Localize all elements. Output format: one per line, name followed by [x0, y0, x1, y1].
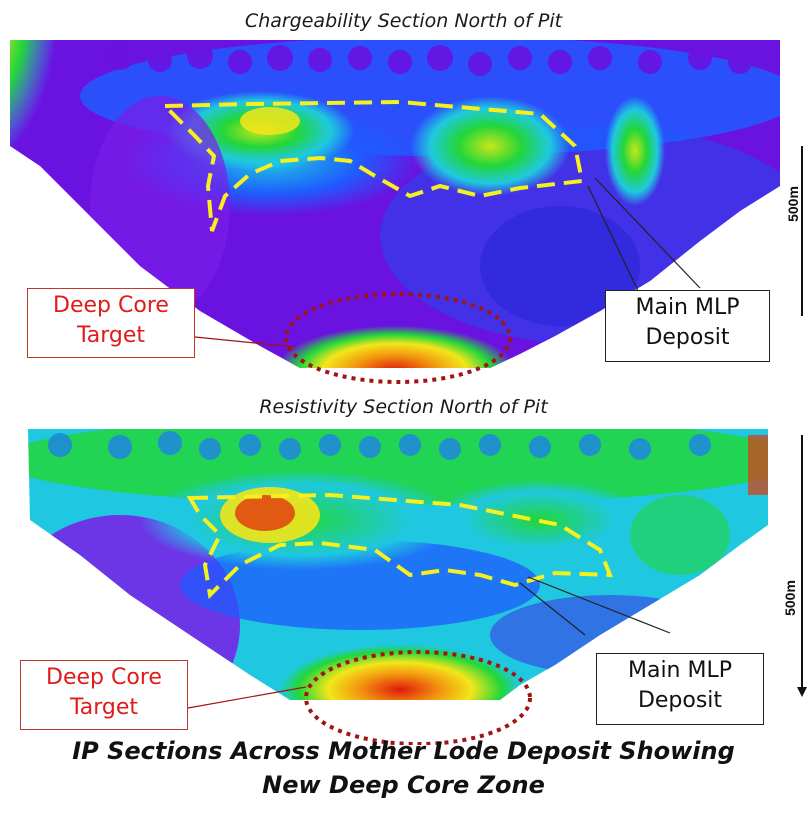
deposit-leader-line-2 — [594, 177, 701, 289]
deep-core-target-label: Deep Core Target — [27, 288, 195, 358]
deposit-leader-line-1 — [519, 582, 586, 636]
deposit-outline — [160, 99, 585, 232]
main-mlp-deposit-label: Main MLP Deposit — [596, 653, 764, 725]
figure-caption: IP Sections Across Mother Lode Deposit S… — [0, 734, 807, 802]
chargeability-section-title: Chargeability Section North of Pit — [244, 10, 563, 32]
target-leader-line — [187, 686, 307, 709]
resistivity-section-plot — [28, 429, 807, 745]
target-leader-line — [194, 336, 296, 348]
resistivity-section-title: Resistivity Section North of Pit — [259, 396, 548, 418]
scale-label: 500m — [784, 186, 801, 222]
scale-label: 500m — [781, 580, 798, 616]
deposit-leader-line-2 — [527, 576, 671, 634]
caption-line-1: IP Sections Across Mother Lode Deposit S… — [72, 737, 735, 765]
caption-line-2: New Deep Core Zone — [262, 771, 545, 799]
deep-core-target-outline — [284, 292, 512, 384]
deep-core-target-outline — [304, 650, 532, 745]
deep-core-target-label: Deep Core Target — [20, 660, 188, 730]
main-mlp-deposit-label: Main MLP Deposit — [605, 290, 770, 362]
deposit-outline — [186, 492, 613, 600]
scale-arrow-icon — [797, 687, 807, 697]
deposit-leader-line-1 — [587, 185, 641, 296]
